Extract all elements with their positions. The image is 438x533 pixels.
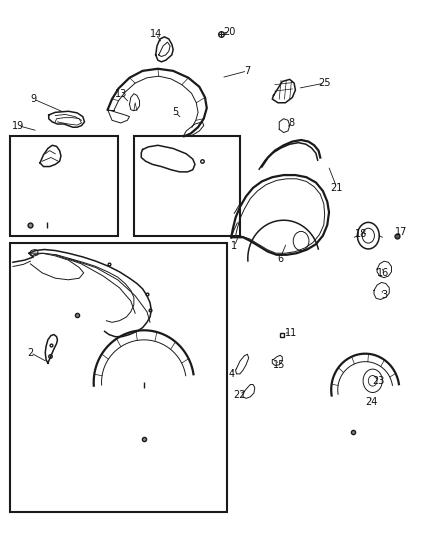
Text: 18: 18 [355, 229, 367, 239]
Text: 1: 1 [231, 241, 237, 251]
Text: 4: 4 [228, 369, 234, 379]
Text: 25: 25 [318, 78, 331, 88]
Text: 5: 5 [172, 107, 178, 117]
Text: 22: 22 [234, 390, 246, 400]
Text: 6: 6 [277, 254, 283, 263]
Text: 17: 17 [396, 227, 408, 237]
Text: 23: 23 [372, 376, 385, 386]
Bar [11, 243, 227, 512]
Text: 9: 9 [30, 94, 36, 104]
Text: 7: 7 [244, 66, 251, 76]
Text: 2: 2 [27, 348, 34, 358]
Text: 3: 3 [381, 289, 387, 300]
Text: 13: 13 [115, 88, 127, 99]
Text: 15: 15 [273, 360, 286, 370]
Text: 11: 11 [285, 328, 297, 338]
Bar [11, 136, 118, 236]
Text: 21: 21 [331, 183, 343, 193]
Text: 14: 14 [149, 29, 162, 39]
Bar [134, 136, 240, 236]
Text: 20: 20 [224, 27, 236, 37]
Text: 24: 24 [365, 397, 377, 407]
Text: 16: 16 [377, 268, 389, 278]
Text: 8: 8 [288, 118, 294, 128]
Text: 19: 19 [12, 120, 24, 131]
